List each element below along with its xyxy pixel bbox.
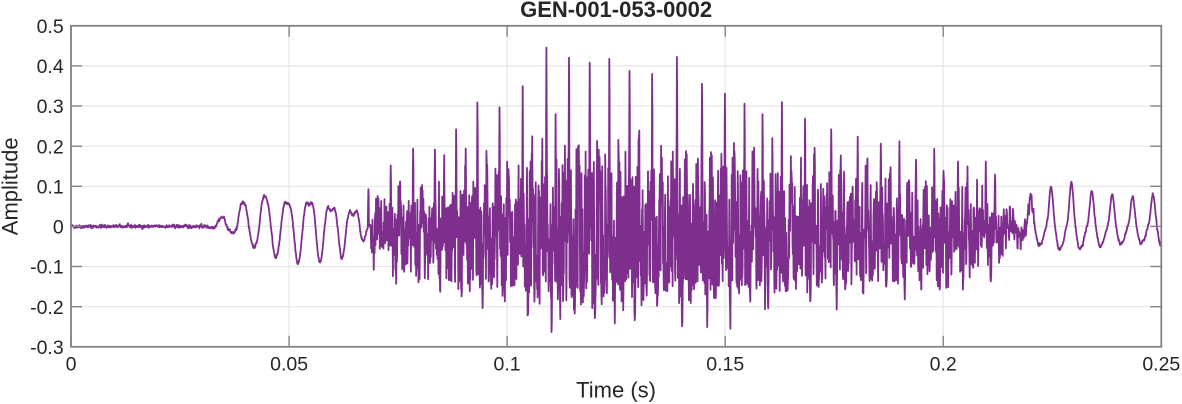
svg-text:Amplitude: Amplitude bbox=[0, 137, 23, 235]
svg-text:0.15: 0.15 bbox=[706, 354, 744, 376]
svg-text:0.05: 0.05 bbox=[270, 354, 308, 376]
svg-text:0.4: 0.4 bbox=[37, 56, 64, 78]
svg-text:-0.3: -0.3 bbox=[30, 337, 64, 359]
svg-text:0: 0 bbox=[66, 354, 77, 376]
svg-text:0.25: 0.25 bbox=[1142, 354, 1180, 376]
svg-text:0: 0 bbox=[53, 217, 64, 239]
svg-text:Time (s): Time (s) bbox=[576, 377, 656, 402]
svg-text:0.1: 0.1 bbox=[494, 354, 521, 376]
svg-text:0.2: 0.2 bbox=[930, 354, 957, 376]
svg-text:0.3: 0.3 bbox=[37, 96, 64, 118]
svg-text:0.5: 0.5 bbox=[37, 16, 64, 38]
svg-text:-0.2: -0.2 bbox=[30, 297, 64, 319]
svg-text:-0.1: -0.1 bbox=[30, 257, 64, 279]
svg-text:0.2: 0.2 bbox=[37, 136, 64, 158]
svg-text:0.1: 0.1 bbox=[37, 176, 64, 198]
svg-text:GEN-001-053-0002: GEN-001-053-0002 bbox=[520, 0, 712, 22]
